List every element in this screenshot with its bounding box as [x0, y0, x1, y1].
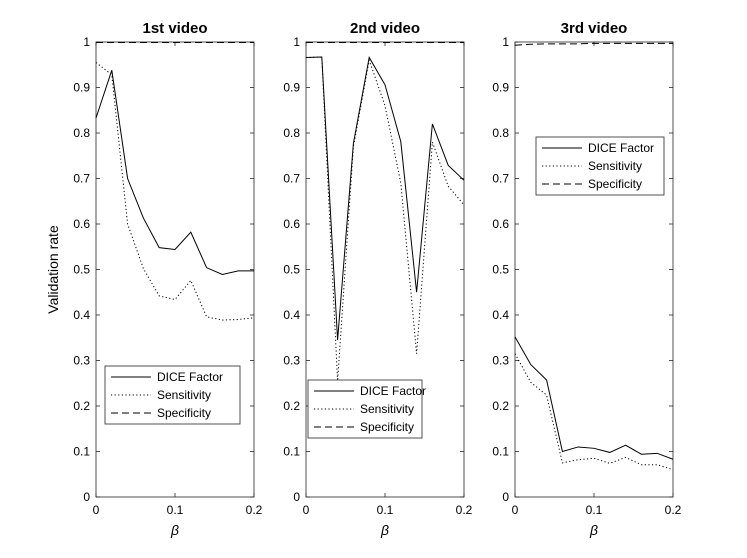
x-tick-label: 0.2 [456, 503, 473, 517]
y-tick-label: 0.5 [73, 263, 90, 277]
x-tick-label: 0.1 [586, 503, 603, 517]
legend: DICE Factor Sensitivity Specificity [307, 379, 426, 439]
y-tick-label: 0.4 [73, 308, 90, 322]
chart-title: 2nd video [350, 20, 420, 37]
legend-label: DICE Factor [360, 384, 426, 398]
y-tick-label: 0.2 [492, 399, 509, 413]
legend-box [307, 379, 423, 439]
y-tick-label: 0.2 [73, 399, 90, 413]
y-tick-label: 0.8 [73, 126, 90, 140]
y-tick-label: 0.1 [73, 445, 90, 459]
y-tick-label: 0.6 [283, 217, 300, 231]
legend-label: Specificity [157, 406, 211, 420]
y-tick-label: 0.6 [73, 217, 90, 231]
y-tick-label: 0.9 [73, 81, 90, 95]
panel-1: 0 0.1 0.2 0.3 0.4 0.5 0.6 0.7 0.8 0.9 1 0 0.1 0.2 1st … [45, 20, 263, 538]
y-tick-label: 0.9 [283, 81, 300, 95]
y-tick-label: 1 [83, 35, 90, 49]
series-line-dice-factor [95, 70, 254, 276]
x-tick-label: 0.1 [377, 503, 394, 517]
x-tick-label: 0 [93, 503, 100, 517]
y-axis-label: Validation rate [45, 225, 61, 314]
legend: DICE Factor Sensitivity Specificity [104, 365, 241, 425]
y-tick-label: 0.9 [492, 81, 509, 95]
legend-label: Sensitivity [360, 402, 414, 416]
y-tick-label: 1 [502, 35, 509, 49]
y-tick-label: 0 [83, 490, 90, 504]
plot-frame [514, 41, 674, 498]
series-line-specificity [514, 42, 673, 46]
y-tick-label: 0.4 [492, 308, 509, 322]
x-tick-label: 0.1 [167, 503, 184, 517]
legend-label: DICE Factor [588, 141, 654, 155]
series-line-dice-factor [305, 56, 465, 341]
y-tick-label: 0.3 [73, 354, 90, 368]
y-tick-label: 0.7 [492, 172, 509, 186]
y-tick-label: 0.8 [492, 126, 509, 140]
legend: DICE Factor Sensitivity Specificity [535, 136, 665, 196]
series-line-dice-factor [514, 336, 674, 460]
y-tick-label: 0.8 [283, 126, 300, 140]
legend-label: Sensitivity [157, 388, 211, 402]
series-line-sensitivity [305, 56, 465, 382]
chart-title: 3rd video [561, 20, 628, 37]
legend-label: Sensitivity [588, 159, 642, 173]
x-axis-label: β [380, 522, 389, 538]
y-tick-label: 0.5 [283, 263, 300, 277]
chart-title: 1st video [142, 20, 207, 37]
x-tick-label: 0 [512, 503, 519, 517]
y-tick-label: 0.3 [492, 354, 509, 368]
y-tick-label: 0.3 [283, 354, 300, 368]
legend-label: Specificity [360, 420, 414, 434]
y-tick-label: 0.1 [283, 445, 300, 459]
legend-box [104, 365, 241, 425]
y-tick-label: 0.2 [283, 399, 300, 413]
legend-label: DICE Factor [157, 370, 223, 384]
x-axis-label: β [589, 522, 598, 538]
y-tick-label: 0.1 [492, 445, 509, 459]
plot-frame [95, 41, 255, 498]
y-tick-label: 0.5 [492, 263, 509, 277]
y-tick-label: 0.4 [283, 308, 300, 322]
y-tick-label: 0 [502, 490, 509, 504]
y-tick-label: 0.7 [73, 172, 90, 186]
y-tick-label: 0.7 [283, 172, 300, 186]
panel-2: 0 0.1 0.2 0.3 0.4 0.5 0.6 0.7 0.8 0.9 1 0 0.1 0.2 2nd … [283, 20, 472, 538]
panel-3: 0 0.1 0.2 0.3 0.4 0.5 0.6 0.7 0.8 0.9 1 0 0.1 0.2 3rd … [492, 20, 681, 538]
y-tick-label: 1 [293, 35, 300, 49]
y-tick-label: 0.6 [492, 217, 509, 231]
x-axis-label: β [170, 522, 179, 538]
x-tick-label: 0.2 [246, 503, 263, 517]
y-tick-label: 0 [293, 490, 300, 504]
x-tick-label: 0.2 [665, 503, 682, 517]
x-tick-label: 0 [303, 503, 310, 517]
legend-label: Specificity [588, 177, 642, 191]
